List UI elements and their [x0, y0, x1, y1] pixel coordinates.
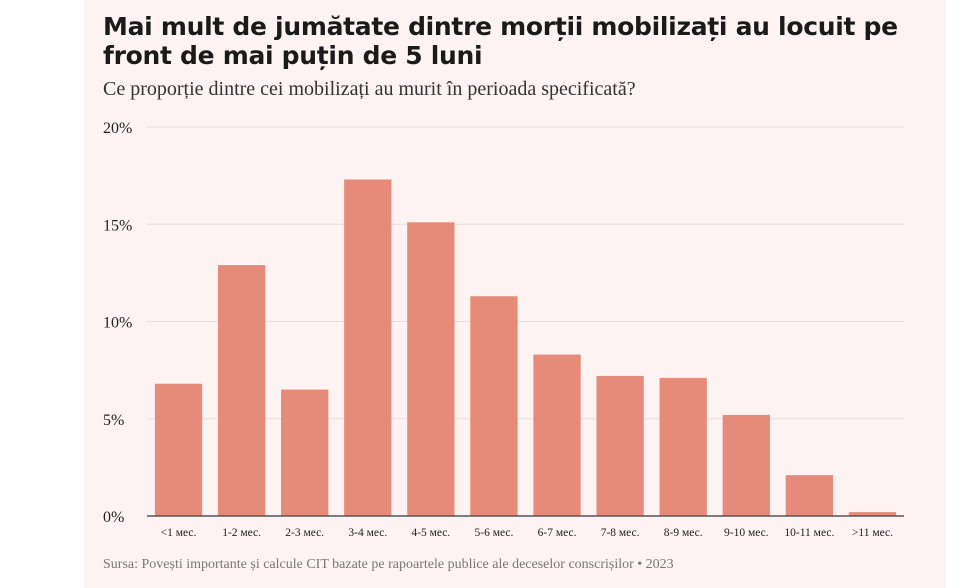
- y-tick-label: 0%: [103, 509, 124, 526]
- bar: [848, 512, 897, 516]
- x-tick-label: <1 мес.: [161, 527, 197, 539]
- source-note: Sursa: Povești importante și calcule CIT…: [103, 557, 674, 572]
- x-tick-label: 6-7 мес.: [538, 527, 577, 539]
- chart-title: Mai mult de jumătate dintre morții mobil…: [103, 12, 898, 70]
- bar: [217, 265, 266, 516]
- x-tick-label: 3-4 мес.: [348, 527, 387, 539]
- y-tick-label: 10%: [103, 315, 132, 332]
- x-tick-label: 9-10 мес.: [724, 527, 769, 539]
- y-tick-label: 15%: [103, 217, 132, 234]
- bar: [281, 389, 329, 516]
- x-tick-label: >11 мес.: [852, 527, 893, 539]
- gridlines: [147, 126, 904, 420]
- bar: [407, 222, 455, 516]
- bar: [722, 414, 770, 516]
- bar: [533, 354, 581, 516]
- x-tick-label: 10-11 мес.: [784, 527, 834, 539]
- y-tick-label: 20%: [103, 120, 132, 137]
- chart-subtitle: Ce proporție dintre cei mobilizați au mu…: [103, 78, 636, 100]
- y-tick-label: 5%: [103, 412, 124, 429]
- x-tick-label: 8-9 мес.: [664, 527, 703, 539]
- bar: [344, 179, 392, 516]
- axes: 0% 5% 10% 15% 20% <1 мес. 1-2 мес. 2-3 мес. 3-4 …: [103, 120, 904, 539]
- x-tick-label: 2-3 мес.: [285, 527, 324, 539]
- bar: [659, 377, 707, 516]
- x-tick-label: 5-6 мес.: [475, 527, 514, 539]
- bar: [154, 383, 203, 516]
- bar: [470, 296, 518, 516]
- bar: [785, 475, 834, 516]
- x-tick-label: 7-8 мес.: [601, 527, 640, 539]
- x-tick-label: 4-5 мес.: [411, 527, 450, 539]
- chart-card: Mai mult de jumătate dintre morții mobil…: [84, 0, 946, 588]
- bars: [154, 179, 897, 516]
- bar: [596, 375, 644, 516]
- bar-chart: 0% 5% 10% 15% 20% <1 мес. 1-2 мес. 2-3 мес. 3-4 …: [103, 120, 904, 539]
- x-tick-label: 1-2 мес.: [222, 527, 261, 539]
